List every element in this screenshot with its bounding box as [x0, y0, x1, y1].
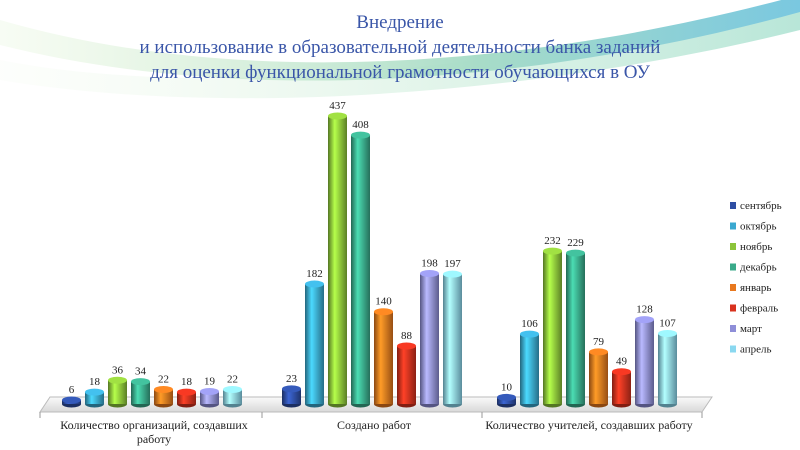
bar-cap — [612, 368, 631, 376]
bar-cap — [85, 388, 104, 396]
data-label: 106 — [521, 318, 538, 330]
bar-cap — [374, 308, 393, 316]
bar-cap — [177, 388, 196, 396]
bar — [200, 391, 219, 404]
bar-cap — [305, 280, 324, 288]
legend-label: октябрь — [740, 221, 777, 233]
bar-cap — [420, 270, 439, 278]
bar-cap — [658, 329, 677, 337]
bar — [85, 392, 104, 404]
bar — [177, 392, 196, 404]
data-label: 107 — [659, 317, 676, 329]
title-line: Внедрение — [356, 12, 443, 33]
legend-swatch — [730, 284, 736, 291]
data-label: 34 — [135, 366, 147, 378]
bar-cap — [223, 386, 242, 394]
bar-cap — [397, 342, 416, 350]
legend-swatch — [730, 325, 736, 332]
data-label: 408 — [352, 119, 369, 131]
bar — [328, 116, 347, 404]
data-label: 18 — [89, 376, 101, 388]
x-tick-label: Количество организаций, создавших работу — [60, 418, 248, 446]
data-label: 19 — [204, 375, 216, 387]
data-label: 198 — [421, 258, 438, 270]
data-label: 437 — [329, 100, 346, 112]
swoosh — [0, 0, 800, 81]
bar-cap — [589, 348, 608, 356]
bar — [154, 389, 173, 404]
legend-swatch — [730, 345, 736, 353]
legend-label: ноябрь — [740, 241, 772, 253]
bar — [282, 388, 301, 404]
data-label: 232 — [544, 235, 561, 247]
chart-title: Внедрение и использование в образователь… — [140, 12, 661, 83]
bar — [520, 334, 539, 404]
title-line: и использование в образовательной деятел… — [140, 37, 661, 58]
bar — [543, 251, 562, 404]
bar-cap — [328, 112, 347, 120]
data-label: 182 — [306, 268, 323, 280]
bar — [223, 389, 242, 404]
legend-label: январь — [740, 282, 771, 294]
data-label: 22 — [227, 374, 238, 386]
bar-cap — [108, 376, 127, 384]
bar — [374, 311, 393, 404]
data-label: 49 — [616, 356, 628, 368]
data-label: 128 — [636, 304, 653, 316]
bar-cap — [497, 393, 516, 401]
bar — [420, 273, 439, 404]
data-label: 18 — [181, 376, 193, 388]
legend-label: февраль — [740, 303, 778, 315]
bar-cap — [62, 396, 81, 404]
bar — [589, 351, 608, 404]
data-label: 197 — [444, 258, 461, 270]
x-tick-label: Создано работ — [337, 418, 411, 432]
bar — [443, 274, 462, 404]
data-label: 22 — [158, 374, 169, 386]
bar — [305, 284, 324, 404]
title-line: для оценки функциональной грамотности об… — [150, 62, 650, 83]
bar-cap — [635, 316, 654, 324]
legend-label: март — [740, 323, 762, 335]
bar — [612, 371, 631, 404]
bar-cap — [443, 270, 462, 278]
legend-label: декабрь — [740, 262, 777, 274]
data-label: 140 — [375, 296, 392, 308]
bar-cap — [131, 378, 150, 386]
data-label: 229 — [567, 237, 584, 249]
bar-cap — [520, 330, 539, 338]
legend-swatch — [730, 202, 736, 209]
x-tick-label: Количество учителей, создавших работу — [485, 418, 693, 432]
data-label: 10 — [501, 381, 513, 393]
legend-swatch — [730, 243, 736, 250]
legend-swatch — [730, 304, 736, 312]
data-label: 79 — [593, 336, 605, 348]
bar — [658, 333, 677, 404]
bar-cap — [351, 131, 370, 139]
legend-label: апрель — [740, 344, 772, 356]
data-label: 6 — [69, 384, 75, 396]
legend-swatch — [730, 222, 736, 230]
data-label: 23 — [286, 373, 298, 385]
bar — [131, 381, 150, 404]
bar-cap — [200, 387, 219, 395]
bar — [108, 380, 127, 404]
bar — [566, 253, 585, 404]
bar-cap — [154, 386, 173, 394]
bar — [351, 135, 370, 404]
data-label: 88 — [401, 330, 413, 342]
bar — [397, 346, 416, 404]
bar-cap — [282, 385, 301, 393]
swoosh — [0, 0, 800, 99]
data-label: 36 — [112, 364, 124, 376]
legend-swatch — [730, 263, 736, 271]
bar-cap — [566, 249, 585, 257]
legend-label: сентябрь — [740, 200, 782, 212]
bar-cap — [543, 247, 562, 255]
bar — [635, 319, 654, 404]
